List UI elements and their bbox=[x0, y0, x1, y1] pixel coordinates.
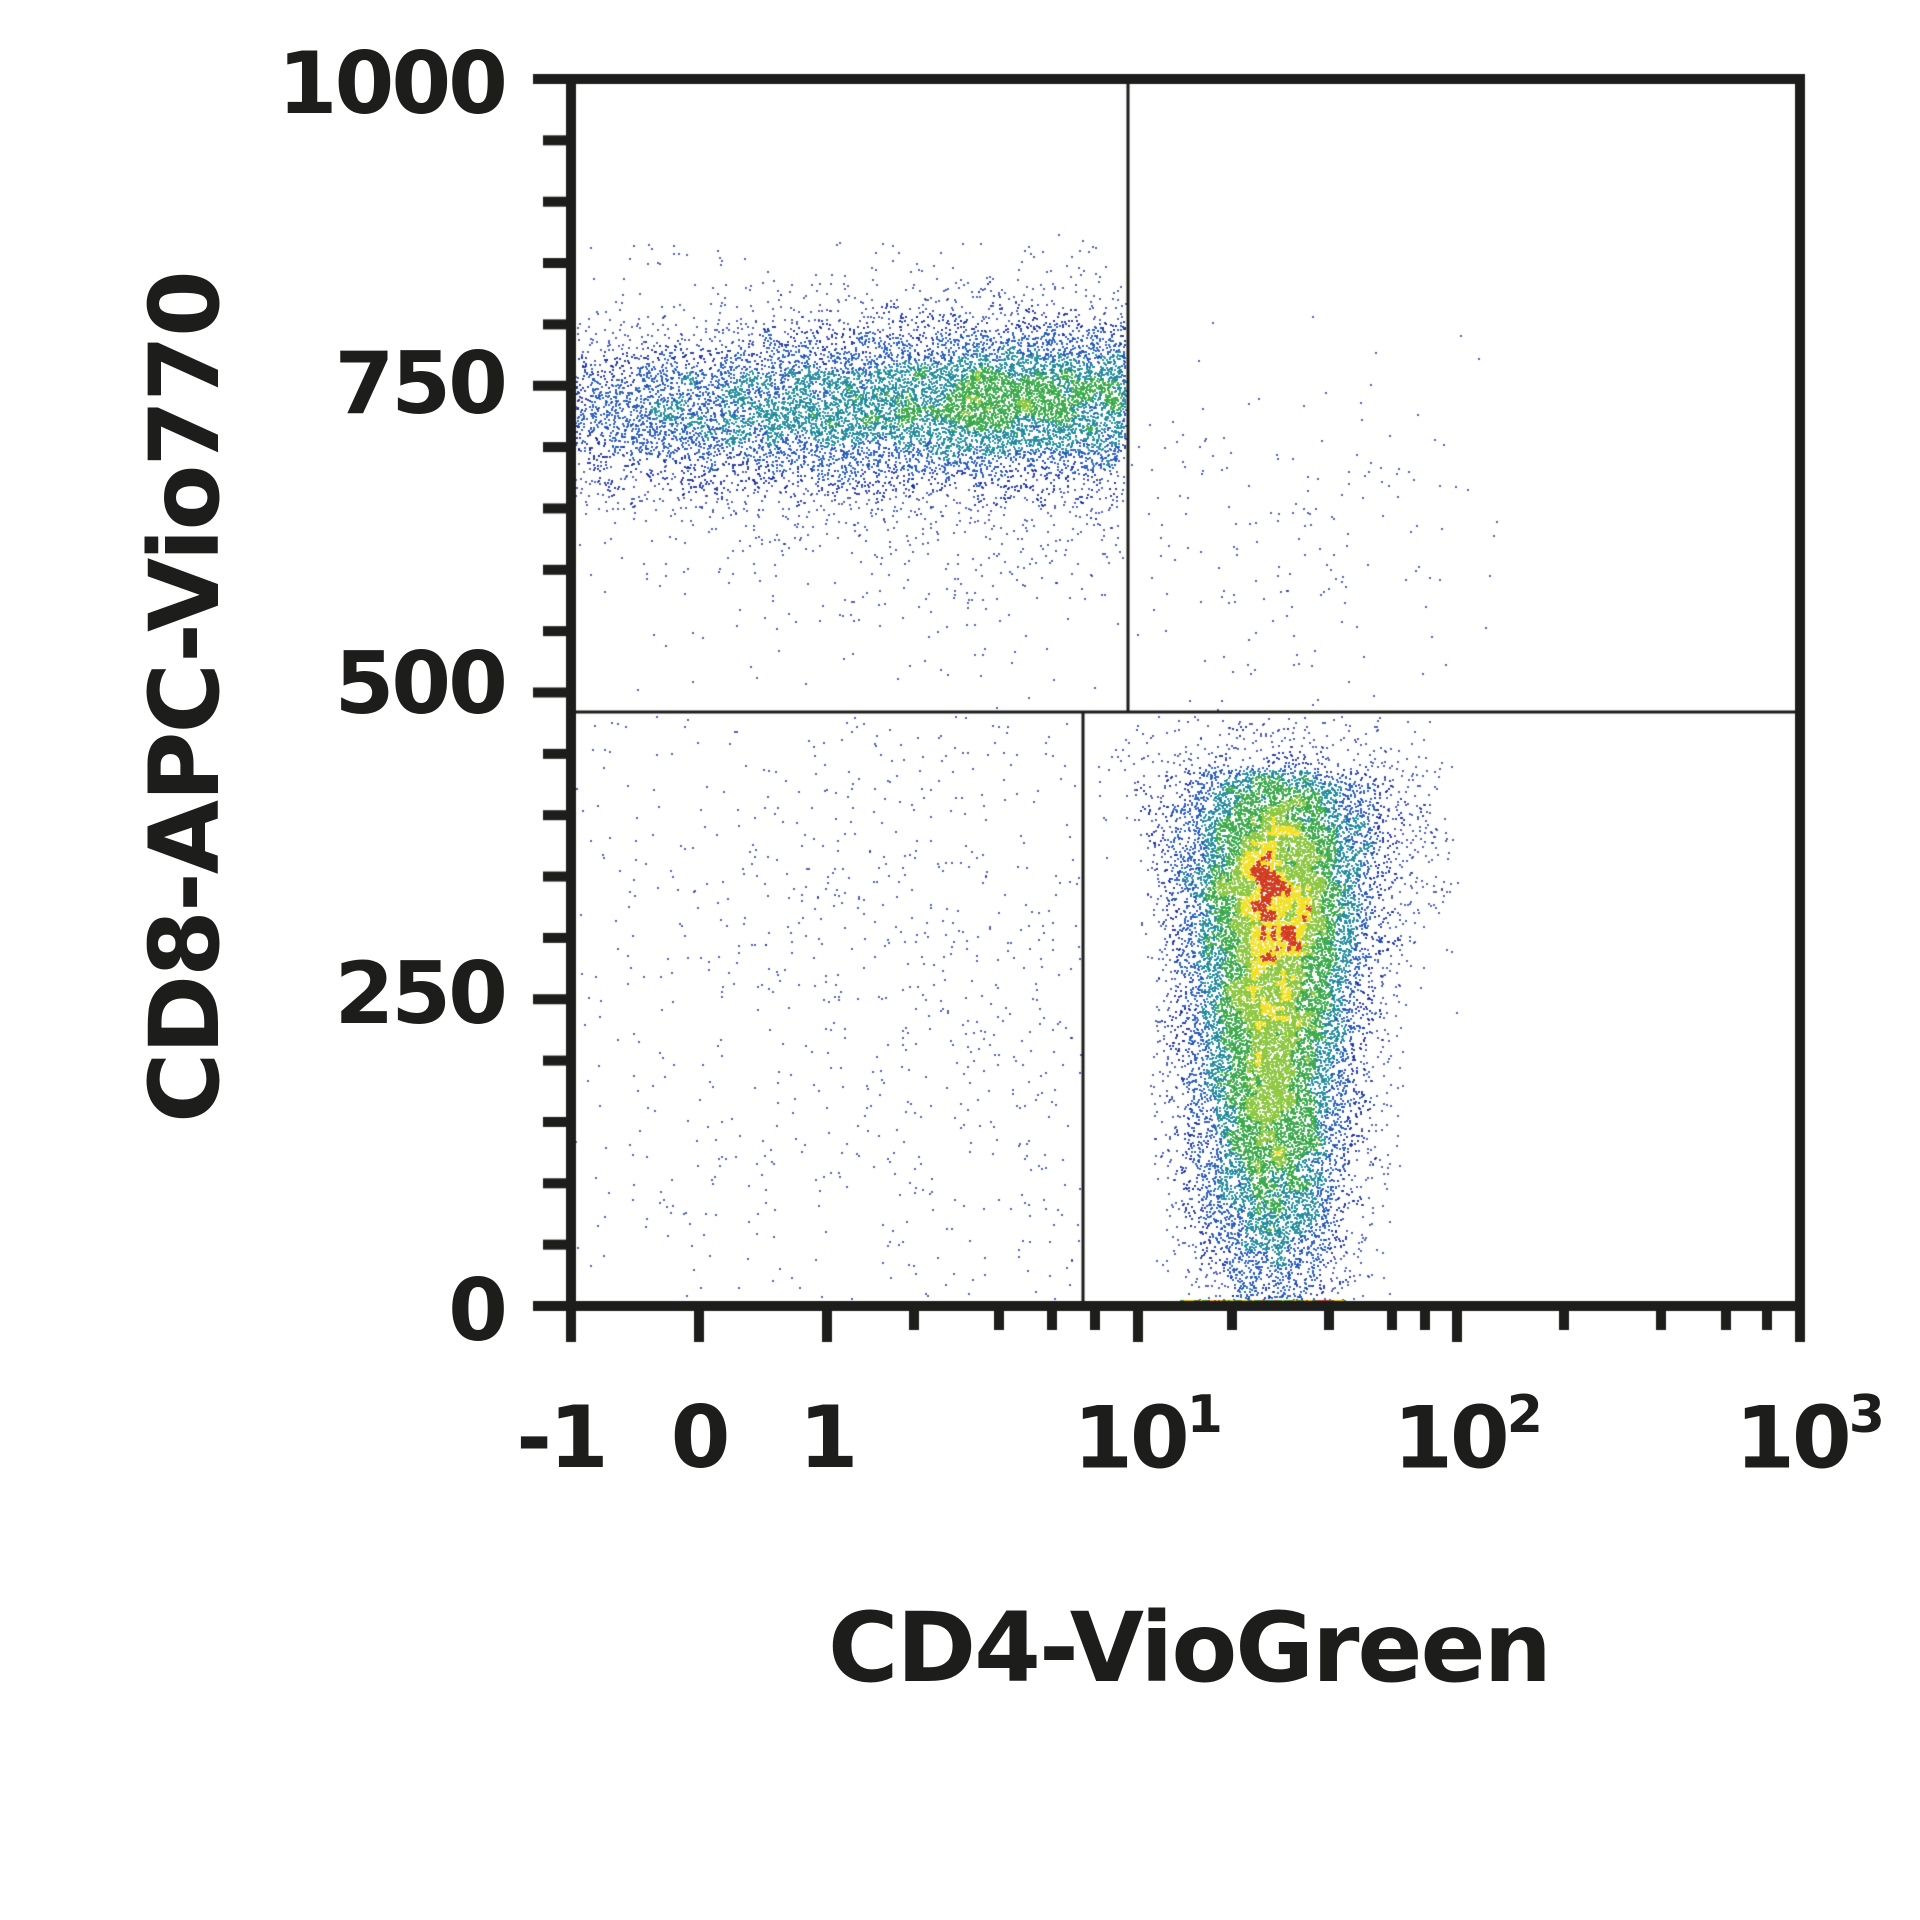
x-tick-label-10e3: 103 bbox=[1690, 1389, 1920, 1482]
x-tick-label-1: 1 bbox=[707, 1395, 947, 1481]
x-tick-base: 10 bbox=[1073, 1388, 1190, 1489]
x-tick-text: 1 bbox=[798, 1388, 859, 1488]
x-tick-exponent: 3 bbox=[1848, 1385, 1885, 1445]
x-tick-text: -1 bbox=[516, 1388, 609, 1488]
y-tick-label-750: 750 bbox=[334, 334, 508, 434]
x-axis-title: CD4-VioGreen bbox=[828, 1592, 1552, 1704]
y-tick-label-500: 500 bbox=[334, 634, 508, 734]
x-tick-label-10e1: 101 bbox=[1028, 1389, 1268, 1482]
x-tick-exponent: 1 bbox=[1186, 1385, 1223, 1445]
x-tick-label-0: 0 bbox=[579, 1395, 819, 1481]
y-tick-label-250: 250 bbox=[334, 944, 508, 1044]
y-tick-label-0: 0 bbox=[448, 1261, 508, 1361]
x-tick-base: 10 bbox=[1735, 1388, 1852, 1489]
x-tick-text: 0 bbox=[670, 1388, 731, 1488]
x-tick-exponent: 2 bbox=[1506, 1385, 1543, 1445]
x-tick-label-10e2: 102 bbox=[1348, 1389, 1588, 1482]
x-tick-base: 10 bbox=[1393, 1388, 1510, 1489]
y-axis-title: CD8-APC-Vio770 bbox=[129, 271, 241, 1123]
y-tick-label-1000: 1000 bbox=[277, 34, 508, 134]
x-tick-label-neg1: -1 bbox=[441, 1395, 681, 1481]
